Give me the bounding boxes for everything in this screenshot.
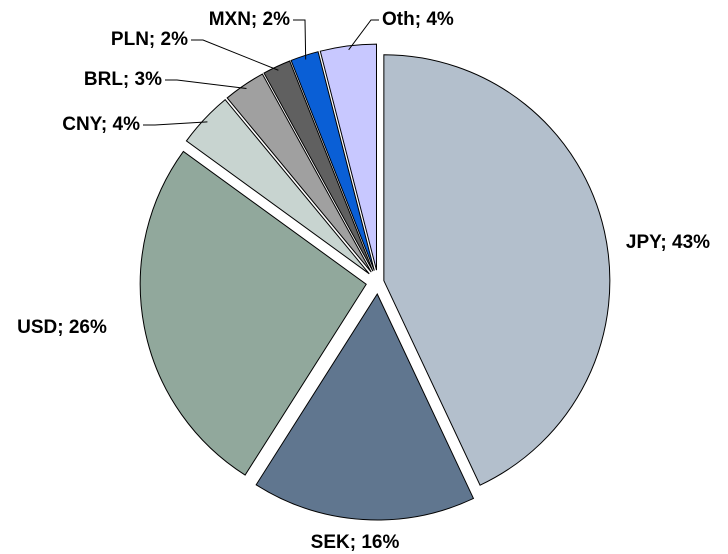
pie-slice <box>290 51 375 271</box>
data-label: CNY; 4% <box>62 114 140 135</box>
data-label: MXN; 2% <box>209 9 290 30</box>
data-label: BRL; 3% <box>84 69 162 90</box>
leader-line <box>143 121 208 126</box>
leader-line <box>293 19 307 60</box>
pie-slice <box>319 43 377 271</box>
pie-slice <box>255 292 475 521</box>
data-label: JPY; 43% <box>626 232 710 253</box>
pie-slice <box>139 150 367 476</box>
pie-slice <box>185 98 370 275</box>
data-label: SEK; 16% <box>311 532 400 553</box>
pie-slice <box>226 73 372 273</box>
data-label: USD; 26% <box>17 317 107 338</box>
pie-slice <box>263 60 374 272</box>
leader-line <box>165 79 247 89</box>
leader-line <box>348 19 379 51</box>
data-label: PLN; 2% <box>111 29 188 50</box>
data-label: Oth; 4% <box>382 9 454 30</box>
leader-line <box>191 39 279 71</box>
pie-slice <box>383 54 611 486</box>
